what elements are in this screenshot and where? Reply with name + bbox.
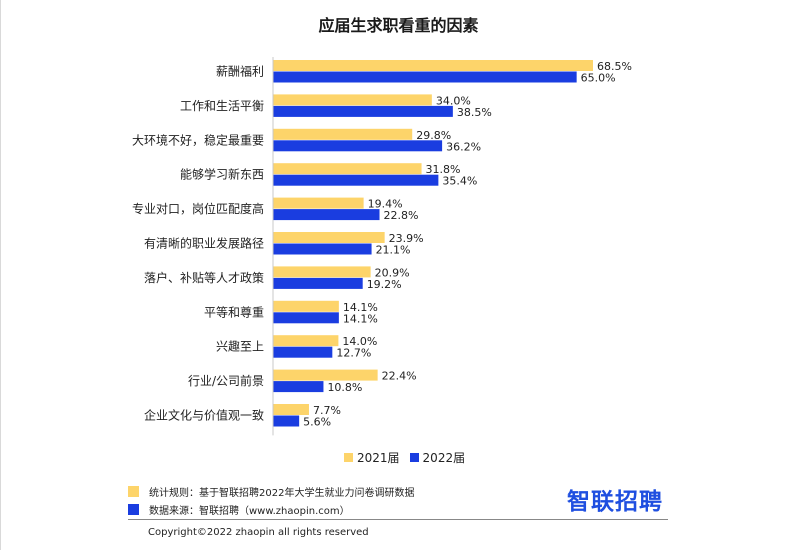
bar-2021届 xyxy=(273,197,364,209)
data-label: 19.4% xyxy=(368,198,403,211)
data-label: 31.8% xyxy=(426,163,461,176)
bar-2021届 xyxy=(273,300,339,312)
legend-label-2021: 2021届 xyxy=(357,450,400,465)
bar-2021届 xyxy=(273,335,339,347)
bar-2022届 xyxy=(273,243,372,255)
legend-item-2021: 2021届 xyxy=(344,449,400,466)
category-label: 大环境不好，稳定最重要 xyxy=(132,132,264,147)
footnote-source-marker xyxy=(128,503,139,515)
bar-2021届 xyxy=(273,369,378,381)
data-label: 65.0% xyxy=(581,72,616,85)
bar-2022届 xyxy=(273,415,300,427)
bar-2021届 xyxy=(273,94,432,106)
data-label: 19.2% xyxy=(367,278,402,291)
data-label: 68.5% xyxy=(597,60,632,73)
legend-swatch-2022 xyxy=(409,452,419,462)
category-label: 落户、补贴等人才政策 xyxy=(144,270,264,285)
bar-2022届 xyxy=(273,312,339,324)
legend: 2021届 2022届 xyxy=(344,449,475,465)
legend-label-2022: 2022届 xyxy=(422,450,466,465)
bar-2022届 xyxy=(273,105,453,117)
category-label: 兴趣至上 xyxy=(216,339,264,354)
data-label: 35.4% xyxy=(442,175,477,188)
chart-title: 应届生求职看重的因素 xyxy=(318,16,479,35)
bar-2022届 xyxy=(273,209,380,221)
data-label: 23.9% xyxy=(389,232,424,245)
category-label: 行业/公司前景 xyxy=(188,373,264,388)
footnote-rule-text: 统计规则：基于智联招聘2022年大学生就业力问卷调研数据 xyxy=(149,487,415,499)
data-label: 5.6% xyxy=(303,416,331,429)
category-label: 薪酬福利 xyxy=(216,64,264,79)
data-label: 14.1% xyxy=(343,312,378,325)
data-label: 36.2% xyxy=(446,140,481,153)
data-label: 14.1% xyxy=(343,301,378,314)
data-label: 22.8% xyxy=(384,209,419,222)
data-label: 12.7% xyxy=(336,347,371,360)
footnote-source-text: 数据来源：智联招聘（www.zhaopin.com） xyxy=(149,505,350,517)
data-label: 21.1% xyxy=(376,244,411,257)
data-label: 29.8% xyxy=(416,129,451,142)
data-label: 20.9% xyxy=(375,266,410,279)
data-label: 10.8% xyxy=(327,381,362,394)
data-label: 7.7% xyxy=(313,404,341,417)
bar-2022届 xyxy=(273,174,439,186)
category-label: 专业对口，岗位匹配度高 xyxy=(132,201,264,216)
frame-border xyxy=(0,0,1,550)
bar-2022届 xyxy=(273,277,363,289)
footnote-rule-marker xyxy=(128,485,139,497)
legend-swatch-2021 xyxy=(344,452,353,462)
bar-2021届 xyxy=(273,404,309,415)
bar-2021届 xyxy=(273,232,385,243)
category-label: 企业文化与价值观一致 xyxy=(144,408,264,423)
footnote-rule: 统计规则：基于智联招聘2022年大学生就业力问卷调研数据 xyxy=(128,484,415,499)
data-label: 34.0% xyxy=(436,94,471,107)
divider xyxy=(128,519,668,520)
zhaopin-logo: 智联招聘 xyxy=(567,489,663,515)
bar-2022届 xyxy=(273,346,333,358)
bar-2022届 xyxy=(273,71,577,83)
category-label: 能够学习新东西 xyxy=(180,167,264,182)
copyright-text: Copyright©2022 zhaopin all rights reserv… xyxy=(148,527,369,538)
bar-2021届 xyxy=(273,60,593,71)
data-label: 14.0% xyxy=(342,335,377,348)
category-label: 有清晰的职业发展路径 xyxy=(144,236,264,251)
bar-2022届 xyxy=(273,140,443,152)
data-label: 38.5% xyxy=(457,106,492,119)
bar-2021届 xyxy=(273,163,422,175)
legend-item-2022: 2022届 xyxy=(409,449,466,466)
data-label: 22.4% xyxy=(382,370,417,383)
category-label: 平等和尊重 xyxy=(204,304,264,319)
bar-2021届 xyxy=(273,266,371,278)
bar-2022届 xyxy=(273,381,324,393)
category-label: 工作和生活平衡 xyxy=(180,99,264,113)
bar-2021届 xyxy=(273,128,413,140)
footnote-source: 数据来源：智联招聘（www.zhaopin.com） xyxy=(128,502,350,517)
